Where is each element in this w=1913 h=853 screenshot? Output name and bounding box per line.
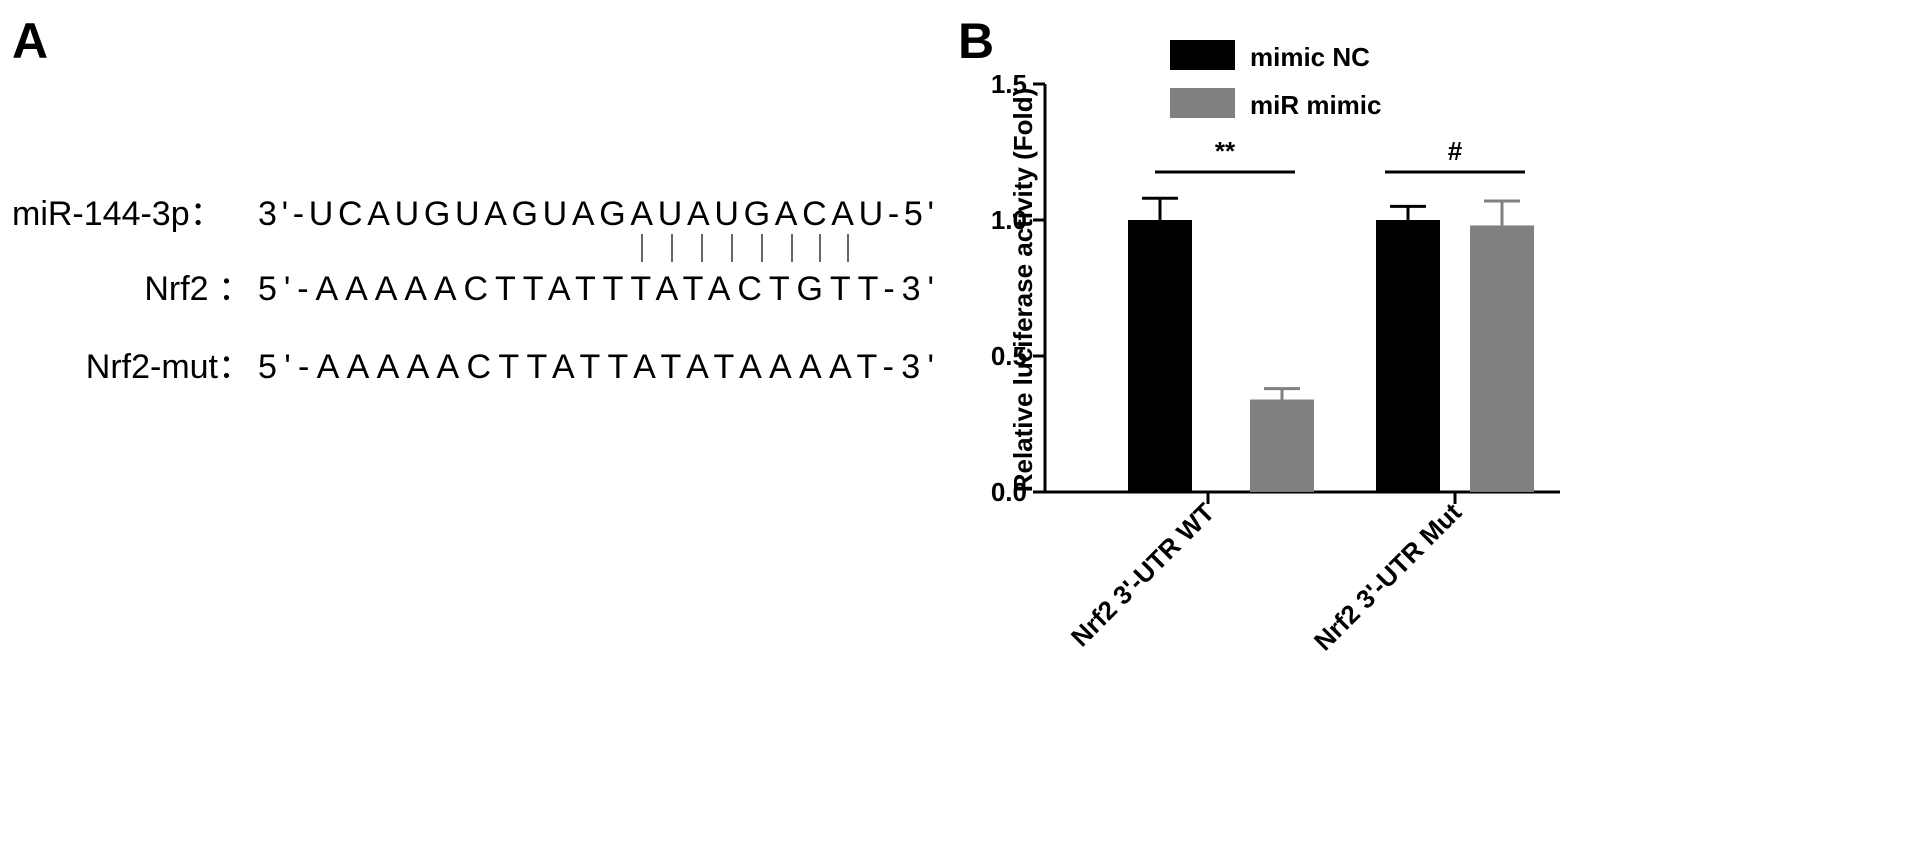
legend-label: miR mimic xyxy=(1250,90,1382,120)
bar xyxy=(1470,225,1534,492)
legend-swatch xyxy=(1170,40,1235,70)
y-tick-label: 1.0 xyxy=(991,205,1027,235)
significance-label: ** xyxy=(1215,136,1236,166)
sequence-name: Nrf2 ： xyxy=(144,270,252,308)
bar xyxy=(1376,220,1440,492)
y-axis-label: Relative luciferase activity (Fold) xyxy=(1008,88,1038,493)
bar xyxy=(1128,220,1192,492)
sequence: 5'-AAAAACTTATTTATACTGTT-3' xyxy=(258,270,934,308)
bar xyxy=(1250,399,1314,492)
x-tick-label: Nrf2 3'-UTR WT xyxy=(1065,497,1220,652)
sequence: 5'-AAAAACTTATTATATAAAAT-3' xyxy=(258,348,934,386)
sequence: 3'-UCAUGUAGUAGAUAUGACAU-5' xyxy=(258,195,934,233)
sequence-name: Nrf2-mut： xyxy=(86,348,252,386)
y-tick-label: 0.5 xyxy=(991,341,1027,371)
y-tick-label: 0.0 xyxy=(991,477,1027,507)
legend-swatch xyxy=(1170,88,1235,118)
base-pairing xyxy=(641,234,849,262)
panel-label: A xyxy=(12,13,48,69)
sequence-name: miR-144-3p： xyxy=(12,195,224,233)
x-tick-label: Nrf2 3'-UTR Mut xyxy=(1308,497,1468,657)
significance-label: # xyxy=(1448,136,1463,166)
panel-label: B xyxy=(958,13,994,69)
y-tick-label: 1.5 xyxy=(991,69,1027,99)
legend-label: mimic NC xyxy=(1250,42,1370,72)
